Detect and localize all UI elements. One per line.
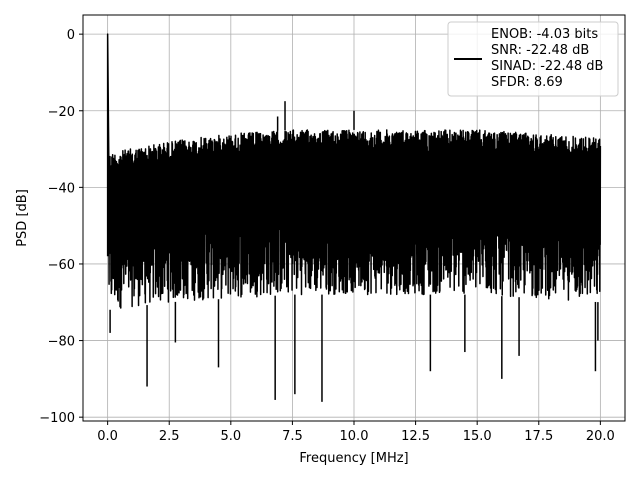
x-tick-label: 20.0 [586, 429, 615, 444]
x-axis-label: Frequency [MHz] [299, 451, 408, 466]
legend-box [447, 21, 619, 97]
legend-entry-sinad: SINAD: -22.48 dB [491, 59, 603, 74]
x-tick-label: 10.0 [340, 429, 369, 444]
x-tick-label: 15.0 [463, 429, 492, 444]
psd-trace [106, 33, 602, 309]
y-axis-label: PSD [dB] [15, 189, 30, 247]
legend-entry-sfdr: SFDR: 8.69 [491, 75, 563, 90]
y-tick-label: −20 [48, 105, 75, 120]
legend-entry-snr: SNR: -22.48 dB [491, 43, 589, 58]
x-tick-label: 17.5 [524, 429, 553, 444]
y-tick-label: −60 [48, 258, 75, 273]
x-tick-label: 7.5 [282, 429, 303, 444]
y-tick-label: −40 [48, 181, 75, 196]
plot-area [106, 33, 602, 402]
y-tick-label: −100 [39, 411, 75, 426]
y-tick-label: −80 [48, 335, 75, 350]
x-tick-label: 12.5 [401, 429, 430, 444]
x-axis: 0.0 2.5 5.0 7.5 10.0 12.5 15.0 17.5 20.0 [97, 421, 615, 444]
y-tick-label: 0 [67, 28, 75, 43]
x-tick-label: 2.5 [159, 429, 180, 444]
y-axis: 0 −20 −40 −60 −80 −100 [39, 28, 83, 426]
x-tick-label: 0.0 [97, 429, 118, 444]
legend: ENOB: -4.03 bits SNR: -22.48 dB SINAD: -… [447, 21, 619, 97]
legend-entry-enob: ENOB: -4.03 bits [491, 27, 598, 42]
x-tick-label: 5.0 [220, 429, 241, 444]
